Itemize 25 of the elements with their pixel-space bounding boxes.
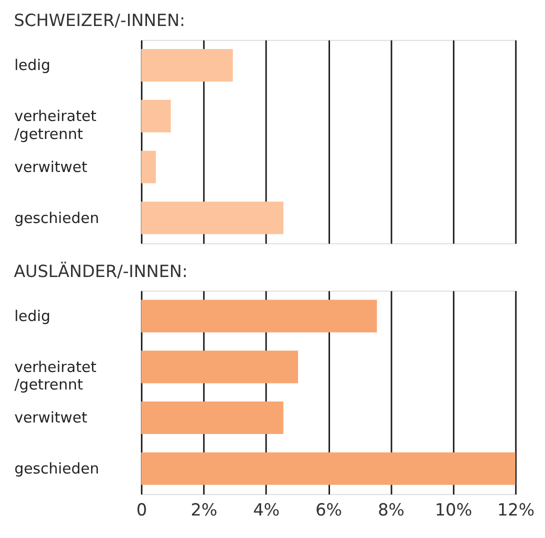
bar xyxy=(141,350,298,384)
bar xyxy=(141,150,156,184)
x-tick-label: 12% xyxy=(497,499,535,520)
x-tick-label: 2% xyxy=(190,499,218,520)
y-tick-label: geschieden xyxy=(14,460,100,478)
y-tick-label: geschieden xyxy=(14,210,100,227)
x-tick-label: 8% xyxy=(378,499,404,520)
y-tick-label: verheiratet /getrennt xyxy=(14,358,97,394)
y-tick-label: verwitwet xyxy=(14,410,88,427)
bar xyxy=(141,100,171,132)
y-tick-label: ledig xyxy=(14,308,50,326)
x-tick-label: 4% xyxy=(253,499,280,520)
bar xyxy=(141,452,516,485)
y-tick-label: ledig xyxy=(14,57,50,74)
bar xyxy=(141,300,377,332)
y-tick-label: verwitwet xyxy=(14,158,88,176)
bar xyxy=(141,202,284,234)
x-tick-label: 0 xyxy=(136,499,148,520)
chart-title: SCHWEIZER/-INNEN: xyxy=(14,10,186,30)
x-tick-label: 6% xyxy=(315,499,342,520)
x-tick-label: 10% xyxy=(434,499,472,520)
y-tick-label: verheiratet /getrennt xyxy=(14,108,97,143)
bar xyxy=(141,49,233,82)
bar xyxy=(141,402,284,434)
chart-title: AUSLÄNDER/-INNEN: xyxy=(14,260,188,281)
